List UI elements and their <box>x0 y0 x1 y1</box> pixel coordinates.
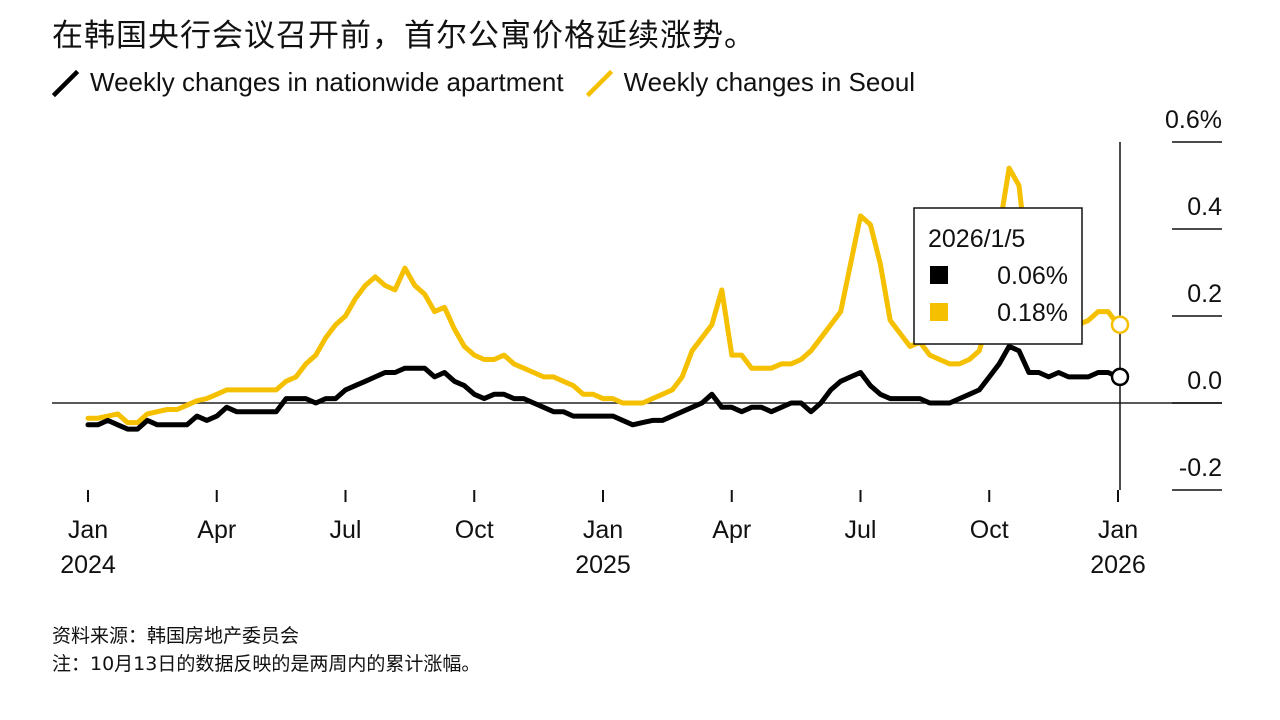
chart-footer: 资料来源：韩国房地产委员会 注：10月13日的数据反映的是两周内的累计涨幅。 <box>52 622 480 678</box>
x-tick-label: Oct <box>455 516 494 544</box>
legend-item-seoul: Weekly changes in Seoul <box>585 66 916 98</box>
x-tick-year-label: 2024 <box>60 551 116 579</box>
x-tick-label: Jan <box>1098 516 1138 544</box>
tooltip: 2026/1/5 0.06% 0.18% <box>913 207 1083 345</box>
legend-item-nationwide: Weekly changes in nationwide apartment <box>52 67 564 98</box>
x-tick-label: Jan <box>583 516 623 544</box>
end-marker-nationwide <box>1110 367 1130 387</box>
chart-title: 在韩国央行会议召开前，首尔公寓价格延续涨势。 <box>52 18 756 54</box>
x-tick-label: Apr <box>197 516 236 544</box>
end-marker-seoul <box>1110 315 1130 334</box>
y-tick-label: 0.4 <box>1187 193 1222 221</box>
tooltip-swatch <box>930 303 948 321</box>
series-line-nationwide <box>85 343 1121 432</box>
tooltip-value: 0.18% <box>997 299 1068 327</box>
x-tick-label: Jul <box>845 516 877 544</box>
tooltip-swatch <box>930 266 948 284</box>
x-tick-label: Jul <box>330 516 362 544</box>
y-tick-label: -0.2 <box>1179 454 1222 482</box>
x-tick-label: Apr <box>712 516 751 544</box>
tooltip-date: 2026/1/5 <box>928 225 1025 253</box>
x-tick-year-label: 2026 <box>1090 551 1146 579</box>
chart-legend: Weekly changes in nationwide apartment W… <box>52 64 937 100</box>
y-tick-label: 0.2 <box>1187 280 1222 308</box>
x-tick-year-label: 2025 <box>575 551 631 579</box>
x-tick-label: Oct <box>970 516 1009 544</box>
legend-line-icon-seoul <box>585 69 613 97</box>
series-line-seoul <box>85 165 1121 426</box>
footnote: 注：10月13日的数据反映的是两周内的累计涨幅。 <box>52 653 481 675</box>
y-tick-label: 0.6% <box>1165 106 1222 134</box>
source-note: 资料来源：韩国房地产委员会 <box>52 625 300 647</box>
legend-label-seoul: Weekly changes in Seoul <box>623 66 916 97</box>
x-tick-label: Jan <box>68 516 108 544</box>
tooltip-value: 0.06% <box>997 262 1068 290</box>
legend-label-nationwide: Weekly changes in nationwide apartment <box>90 66 564 97</box>
legend-line-icon-nationwide <box>52 69 80 97</box>
y-tick-label: 0.0 <box>1187 367 1222 395</box>
